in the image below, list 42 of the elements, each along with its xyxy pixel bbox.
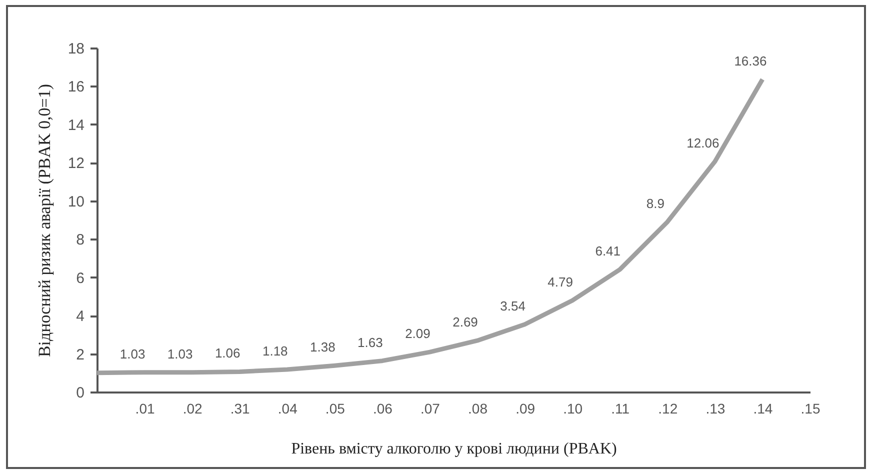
- x-tick-label: .05: [325, 400, 346, 416]
- data-label: 1.63: [358, 334, 383, 350]
- x-tick-label: .13: [706, 400, 726, 416]
- data-label: 1.18: [262, 343, 288, 358]
- x-tick-label: .31: [230, 400, 250, 416]
- x-tick-label: .04: [278, 400, 298, 416]
- data-label: 1.03: [167, 346, 193, 362]
- x-tick-label: .08: [468, 400, 488, 416]
- y-tick-label: 8: [76, 232, 84, 249]
- data-label: 2.69: [452, 314, 478, 330]
- data-label: 6.41: [595, 244, 621, 258]
- x-tick-label: .01: [135, 400, 155, 416]
- data-label: 1.06: [214, 346, 240, 361]
- x-tick-label: .06: [372, 400, 393, 416]
- x-tick-label: .09: [516, 400, 536, 416]
- y-axis-title: Відносний ризик аварії (PBAK 0,0=1): [34, 84, 54, 358]
- y-tick-label: 6: [76, 270, 84, 287]
- x-tick-label: .02: [182, 400, 203, 416]
- data-label: 1.38: [310, 340, 336, 355]
- y-tick-label: 0: [76, 384, 84, 402]
- line-series: [94, 77, 765, 376]
- y-tick-label: 12: [68, 155, 84, 172]
- data-label: 8.9: [646, 196, 664, 211]
- data-label: 16.36: [734, 53, 767, 68]
- x-tick-label: .07: [420, 400, 440, 416]
- y-tick-label: 2: [76, 346, 84, 364]
- y-tick-label: 14: [68, 116, 84, 134]
- y-tick-label: 4: [76, 308, 84, 326]
- x-tick-label: .14: [753, 400, 773, 416]
- x-tick-label: .11: [611, 400, 630, 416]
- y-tick-label: 18: [68, 40, 84, 58]
- y-tick-label: 10: [68, 193, 84, 210]
- data-label: 1.03: [120, 346, 146, 362]
- data-label: 4.79: [548, 274, 573, 290]
- y-tick-label: 16: [68, 78, 84, 96]
- x-tick-label: .12: [658, 400, 678, 416]
- x-tick-label: .15: [800, 400, 820, 416]
- data-label: 2.09: [405, 326, 430, 342]
- x-axis-title: Рівень вмісту алкоголю у крові людини (PBAK): [291, 440, 617, 458]
- data-label: 12.06: [686, 136, 720, 151]
- data-label: 3.54: [500, 298, 526, 314]
- x-tick-label: .10: [563, 400, 583, 416]
